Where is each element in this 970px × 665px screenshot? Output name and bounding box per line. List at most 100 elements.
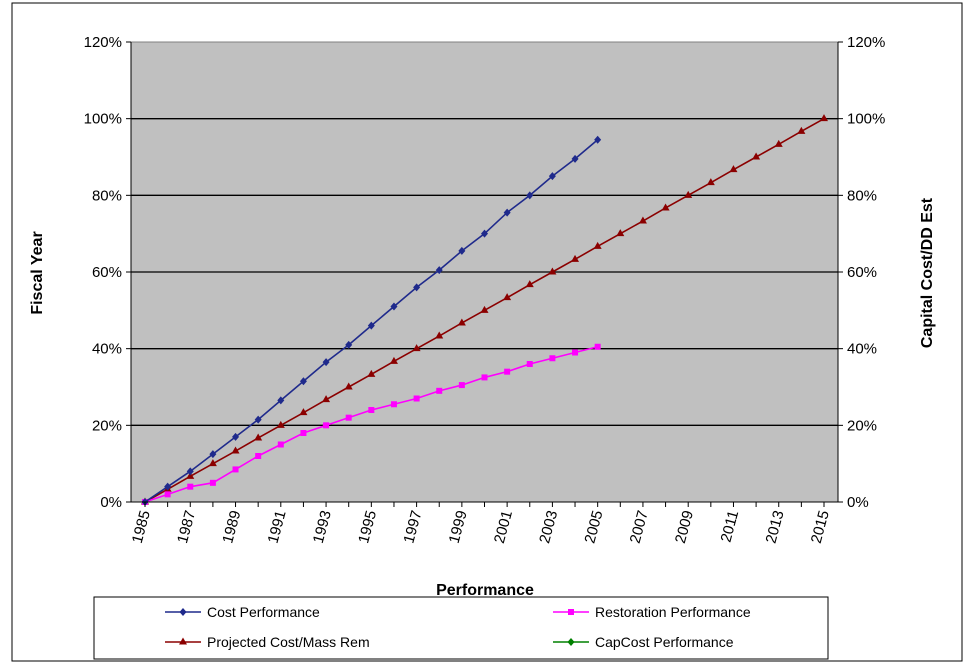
- data-point: [323, 422, 330, 429]
- data-point: [390, 401, 397, 408]
- y-tick-label-right: 40%: [847, 341, 877, 358]
- data-point: [164, 491, 171, 498]
- legend-item: Cost Performance: [165, 604, 320, 620]
- legend-label: Cost Performance: [207, 604, 320, 620]
- data-point: [458, 246, 466, 255]
- y-tick-label-left: 0%: [100, 494, 122, 511]
- data-point: [412, 344, 421, 352]
- data-point: [593, 241, 602, 249]
- series-projected-cost-mass-rem: [141, 114, 828, 505]
- y-tick-label-left: 20%: [92, 417, 122, 434]
- data-point: [231, 446, 240, 454]
- data-point: [413, 283, 421, 292]
- data-point: [389, 356, 398, 364]
- y-tick-label-right: 60%: [847, 264, 877, 281]
- legend-label: Restoration Performance: [595, 604, 751, 620]
- data-point: [254, 433, 263, 441]
- data-point: [345, 414, 352, 421]
- data-point: [277, 441, 284, 448]
- legend-item: Restoration Performance: [553, 604, 751, 620]
- data-point: [277, 396, 285, 405]
- data-point: [322, 358, 330, 367]
- data-point: [390, 302, 398, 311]
- data-point: [299, 377, 307, 386]
- legend-box: [93, 596, 829, 660]
- data-point: [300, 430, 307, 436]
- y-tick-label-right: 100%: [847, 111, 885, 128]
- data-point: [572, 349, 579, 356]
- data-point: [187, 483, 194, 490]
- data-point: [254, 415, 262, 424]
- legend-label: CapCost Performance: [595, 634, 734, 650]
- legend-label: Projected Cost/Mass Rem: [207, 634, 370, 650]
- axis-group: 0% 0% 20% 20% 40% 40% 60% 60% 80% 80% 100% 100% 120%…: [84, 34, 886, 545]
- y-tick-label-left: 120%: [84, 34, 122, 51]
- data-point: [209, 450, 217, 459]
- data-point: [504, 368, 511, 375]
- data-point: [706, 178, 715, 186]
- data-point: [232, 432, 240, 441]
- data-point: [549, 355, 556, 362]
- data-point: [594, 135, 602, 144]
- data-point: [209, 479, 216, 486]
- data-point: [276, 420, 285, 428]
- data-point: [525, 280, 534, 288]
- data-point: [164, 482, 172, 491]
- y-tick-label-left: 80%: [92, 187, 122, 204]
- data-point: [299, 408, 308, 416]
- data-point: [548, 172, 556, 181]
- series-cost-performance: [141, 135, 602, 506]
- y-tick-label-right: 0%: [847, 494, 869, 511]
- y-tick-label-right: 120%: [847, 34, 885, 51]
- legend: Cost Performance Restoration Performance P…: [93, 596, 829, 660]
- data-point: [568, 609, 574, 615]
- data-point: [435, 266, 443, 275]
- data-point: [367, 321, 375, 330]
- data-point: [322, 395, 331, 403]
- data-point: [638, 216, 647, 224]
- y-tick-label-left: 40%: [92, 341, 122, 358]
- data-point: [344, 382, 353, 390]
- data-point: [797, 126, 806, 134]
- data-point: [413, 395, 420, 402]
- data-point: [481, 374, 488, 381]
- data-point: [179, 637, 187, 645]
- y-tick-label-right: 80%: [847, 187, 877, 204]
- data-point: [503, 208, 511, 217]
- data-point: [367, 369, 376, 377]
- data-point: [481, 229, 488, 238]
- data-point: [616, 229, 625, 237]
- data-point: [458, 382, 465, 389]
- data-point: [661, 203, 670, 211]
- data-point: [457, 318, 466, 326]
- data-point: [548, 267, 557, 275]
- data-point: [232, 466, 239, 473]
- data-point: [571, 154, 579, 163]
- data-point: [684, 190, 693, 198]
- plot-area-group: [130, 41, 839, 503]
- y-tick-label-left: 60%: [92, 264, 122, 281]
- right-axis-title: Capital Cost/DD Est: [919, 197, 936, 348]
- data-point: [820, 114, 828, 122]
- data-point: [774, 139, 783, 147]
- data-point: [526, 191, 534, 200]
- x-axis-title: Performance: [436, 582, 534, 599]
- data-point: [208, 459, 217, 467]
- data-point: [255, 453, 262, 459]
- data-point: [179, 608, 187, 616]
- data-point: [186, 467, 194, 476]
- data-point: [503, 293, 512, 301]
- data-point: [436, 387, 443, 394]
- data-point: [729, 165, 738, 173]
- legend-item: Projected Cost/Mass Rem: [165, 634, 370, 650]
- y-tick-label-left: 100%: [84, 111, 122, 128]
- legend-item: CapCost Performance: [553, 634, 734, 650]
- data-point: [567, 638, 575, 646]
- left-axis-title: Fiscal Year: [29, 231, 46, 314]
- data-point: [345, 340, 353, 349]
- data-point: [480, 305, 489, 313]
- y-tick-label-right: 20%: [847, 417, 877, 434]
- data-point: [752, 152, 761, 160]
- data-point: [594, 343, 601, 350]
